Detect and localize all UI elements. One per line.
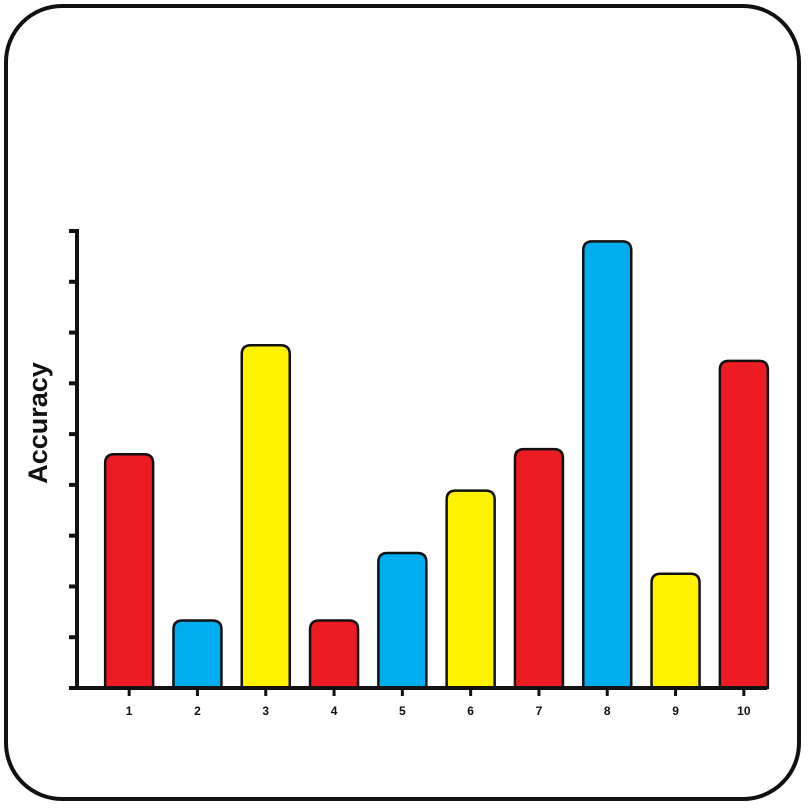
x-tick-label: 5 [399,704,406,718]
x-tick-label: 7 [536,704,543,718]
x-tick-label: 8 [604,704,611,718]
y-ticks-group [69,229,77,640]
x-tick-label: 6 [467,704,474,718]
x-tick-label: 2 [194,704,201,718]
x-tick-label: 1 [126,704,133,718]
bar-2 [172,619,223,690]
bar-3 [240,344,291,690]
x-tick-label: 10 [737,704,751,718]
x-tick-label: 9 [672,704,679,718]
y-axis-title: Accuracy [23,362,53,484]
bar-5 [377,551,428,690]
x-ticks-group: 1 2 3 4 5 6 7 8 9 10 [126,688,751,718]
bar-8 [582,240,633,690]
x-tick-label: 3 [262,704,269,718]
bar-1 [103,453,155,690]
x-tick-label: 4 [331,704,338,718]
bar-6 [445,489,496,690]
bar-7 [513,447,565,690]
bars-group [103,240,770,690]
bar-10 [718,359,770,690]
bar-9 [650,572,701,690]
bar-4 [308,619,360,690]
